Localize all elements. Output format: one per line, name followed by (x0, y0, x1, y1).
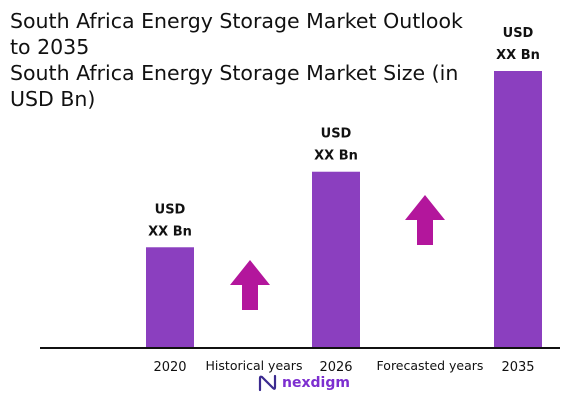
period-label: Historical years (206, 358, 303, 373)
data-label-unit: USD (503, 26, 534, 41)
data-label-value: XX Bn (148, 224, 192, 239)
period-label: Forecasted years (377, 358, 484, 373)
nexdigm-logo-icon (258, 374, 277, 392)
data-label-unit: USD (155, 202, 186, 217)
data-label-value: XX Bn (314, 149, 358, 164)
bar-2035 (494, 71, 542, 348)
bar-2020 (146, 247, 194, 348)
brand-name: nexdigm (282, 375, 350, 391)
x-tick-label: 2026 (319, 360, 352, 375)
growth-arrow-icon (230, 260, 270, 310)
nexdigm-logo: nexdigm (258, 374, 350, 392)
x-tick-label: 2020 (153, 360, 186, 375)
chart-subtitle: South Africa Energy Storage Market Size … (10, 61, 459, 111)
growth-arrow-icon (405, 195, 445, 245)
chart-title: South Africa Energy Storage Market Outlo… (10, 9, 463, 59)
data-label-unit: USD (321, 127, 352, 142)
x-tick-label: 2035 (501, 360, 534, 375)
data-label-value: XX Bn (496, 48, 540, 63)
bar-2026 (312, 171, 360, 348)
